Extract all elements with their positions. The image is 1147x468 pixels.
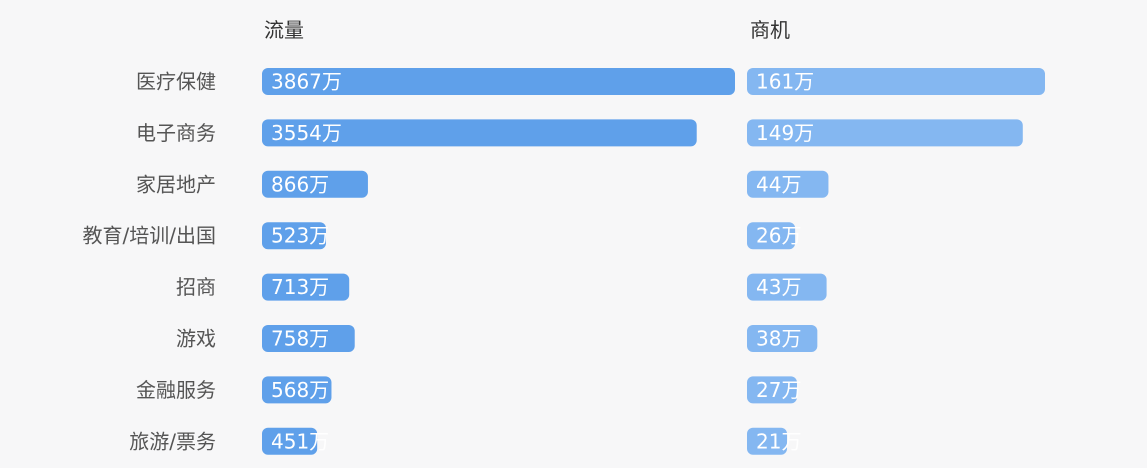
bar [747, 68, 1045, 95]
traffic-bars: 3867万 3554万 866万 523万 713万 758万 568万 451万 [262, 68, 735, 455]
leads-bars: 161万 149万 44万 26万 43万 38万 27万 21万 [747, 68, 1045, 455]
category-label: 游戏 [176, 327, 216, 351]
bar [262, 170, 368, 198]
bar-value-label: 26万 [756, 224, 801, 248]
category-label: 家居地产 [136, 172, 216, 196]
bar-value-label: 568万 [271, 378, 329, 402]
bar [262, 119, 697, 147]
bar-value-label: 758万 [271, 327, 329, 351]
category-label: 招商 [176, 275, 216, 299]
category-label: 旅游/票务 [129, 429, 216, 453]
bar-value-label: 21万 [756, 429, 801, 453]
bar [262, 325, 355, 352]
bar-value-label: 38万 [756, 327, 801, 351]
bar [747, 325, 818, 352]
bar [747, 427, 787, 455]
bar-value-label: 866万 [271, 172, 329, 196]
bar-value-label: 43万 [756, 275, 801, 299]
bar [262, 427, 318, 455]
bar-value-label: 27万 [756, 378, 801, 402]
bar [262, 376, 332, 404]
bar-value-label: 161万 [756, 70, 814, 94]
series-title-leads: 商机 [750, 18, 790, 42]
category-label: 教育/培训/出国 [83, 224, 216, 248]
bar-value-label: 3554万 [271, 121, 342, 145]
bar [747, 170, 829, 198]
category-label: 金融服务 [136, 378, 216, 402]
category-label: 电子商务 [136, 121, 216, 145]
bar-value-label: 451万 [271, 429, 329, 453]
bar [747, 222, 796, 250]
bar-value-label: 44万 [756, 172, 801, 196]
bar-value-label: 523万 [271, 224, 329, 248]
bar-value-label: 3867万 [271, 70, 342, 94]
bar [747, 119, 1023, 147]
bar [747, 273, 827, 301]
bar [262, 273, 350, 301]
bar [262, 222, 326, 250]
series-title-traffic: 流量 [264, 18, 304, 42]
bar-value-label: 149万 [756, 121, 814, 145]
bar-value-label: 713万 [271, 275, 329, 299]
category-label: 医疗保健 [136, 70, 216, 94]
bar [747, 376, 797, 404]
bar [262, 68, 735, 95]
